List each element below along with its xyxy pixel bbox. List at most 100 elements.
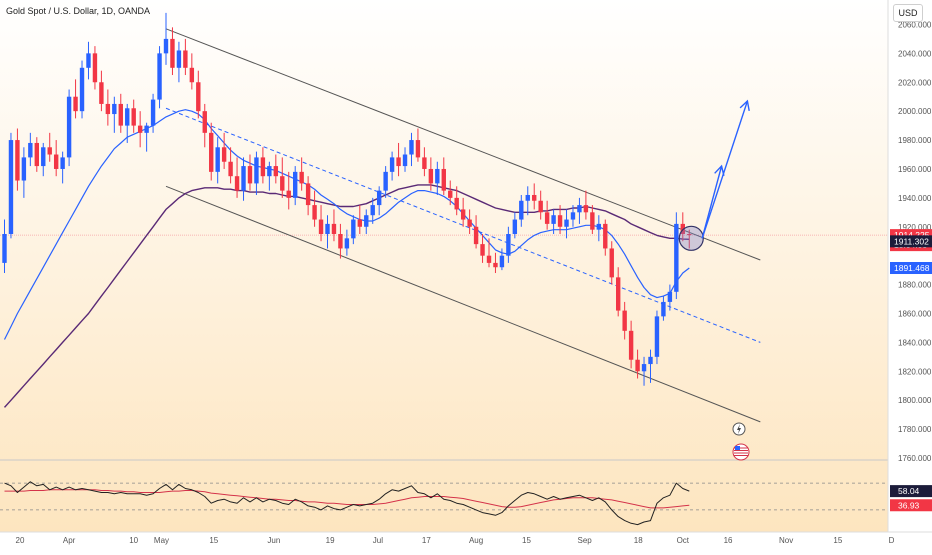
candle — [183, 38, 188, 76]
candle-body — [441, 168, 446, 191]
candle — [318, 205, 324, 242]
price-badge-bg — [890, 262, 932, 275]
candle — [409, 132, 414, 167]
candle-body — [493, 262, 498, 268]
time-tick-label: 16 — [724, 536, 733, 545]
candle-body — [60, 157, 65, 169]
candle — [661, 296, 666, 321]
candle — [389, 151, 395, 181]
candle-body — [254, 157, 259, 184]
candle-body — [648, 356, 653, 365]
ema-slow-line — [3, 184, 690, 408]
candle-body — [137, 125, 143, 133]
candle — [86, 41, 91, 80]
candle-body — [221, 147, 227, 162]
candle — [163, 12, 169, 65]
candle — [267, 161, 272, 191]
candle — [609, 241, 614, 285]
candle-body — [209, 132, 214, 172]
candle-body — [415, 140, 421, 158]
candle-body — [577, 205, 582, 213]
candle-body — [435, 168, 440, 184]
time-tick-label: Nov — [779, 536, 793, 545]
time-tick-label: Apr — [63, 536, 76, 545]
candle-body — [473, 226, 479, 245]
candle — [383, 166, 388, 198]
candle — [8, 132, 14, 239]
candle — [286, 171, 291, 210]
candle-body — [53, 154, 59, 169]
candle-body — [428, 168, 434, 184]
candle — [603, 219, 608, 256]
price-badge-bg — [890, 235, 932, 248]
candle — [532, 183, 537, 210]
candle-body — [370, 205, 375, 216]
candle — [512, 212, 518, 239]
candle-body — [41, 147, 46, 167]
rsi-badge-value: 36.93 — [898, 500, 920, 510]
candle — [641, 356, 647, 386]
candle-body — [641, 364, 647, 372]
candle-body — [125, 108, 130, 126]
candle-body — [616, 277, 621, 311]
candle — [551, 209, 556, 234]
time-tick-label: 15 — [522, 536, 531, 545]
price-tick-label: 1940.000 — [898, 194, 932, 203]
candle-body — [512, 219, 518, 234]
candle — [260, 147, 266, 184]
candle-body — [344, 238, 350, 249]
candle — [480, 234, 485, 263]
candle-body — [654, 316, 660, 357]
candle-body — [8, 140, 14, 234]
candle-body — [157, 53, 162, 100]
candle-body — [260, 157, 266, 177]
candle — [53, 140, 59, 177]
candle — [60, 151, 65, 184]
candle-body — [557, 215, 563, 227]
candle-body — [79, 67, 85, 112]
price-tick-label: 2060.000 — [898, 20, 932, 29]
candle — [499, 248, 505, 271]
candle — [170, 27, 175, 76]
candle-body — [163, 38, 169, 54]
candle-body — [183, 50, 188, 68]
candle-body — [532, 194, 537, 201]
candle — [79, 60, 85, 119]
candle-body — [131, 108, 136, 126]
bolt-glyph — [737, 424, 741, 434]
chart-background — [0, 0, 888, 532]
candle — [680, 212, 685, 242]
candle — [299, 157, 304, 191]
candle-body — [247, 166, 253, 184]
price-badge-value: 1911.302 — [894, 236, 929, 246]
candle — [460, 197, 466, 227]
rsi-badge: 36.93 — [890, 499, 932, 512]
candle — [228, 147, 233, 184]
candle — [428, 157, 434, 191]
candle — [47, 132, 52, 162]
candle — [2, 219, 7, 274]
candle-body — [338, 234, 343, 249]
time-tick-label: Sep — [577, 536, 592, 545]
candle-body — [15, 140, 20, 181]
candle-body — [312, 205, 317, 220]
candle-body — [105, 103, 111, 115]
candle-body — [402, 154, 408, 167]
candle-body — [460, 209, 466, 220]
candle-body — [551, 215, 556, 224]
candle — [99, 70, 104, 112]
candle — [473, 215, 479, 249]
candle — [519, 194, 524, 227]
candle — [538, 190, 543, 220]
candle-body — [325, 223, 330, 234]
time-tick-label: Oct — [677, 536, 690, 545]
candle-body — [228, 161, 233, 177]
candle — [150, 93, 156, 133]
candle — [674, 212, 679, 300]
currency-button[interactable]: USD — [893, 4, 923, 22]
candle — [448, 180, 453, 206]
rsi-ma-line — [4, 489, 690, 509]
candle-body — [86, 53, 91, 68]
